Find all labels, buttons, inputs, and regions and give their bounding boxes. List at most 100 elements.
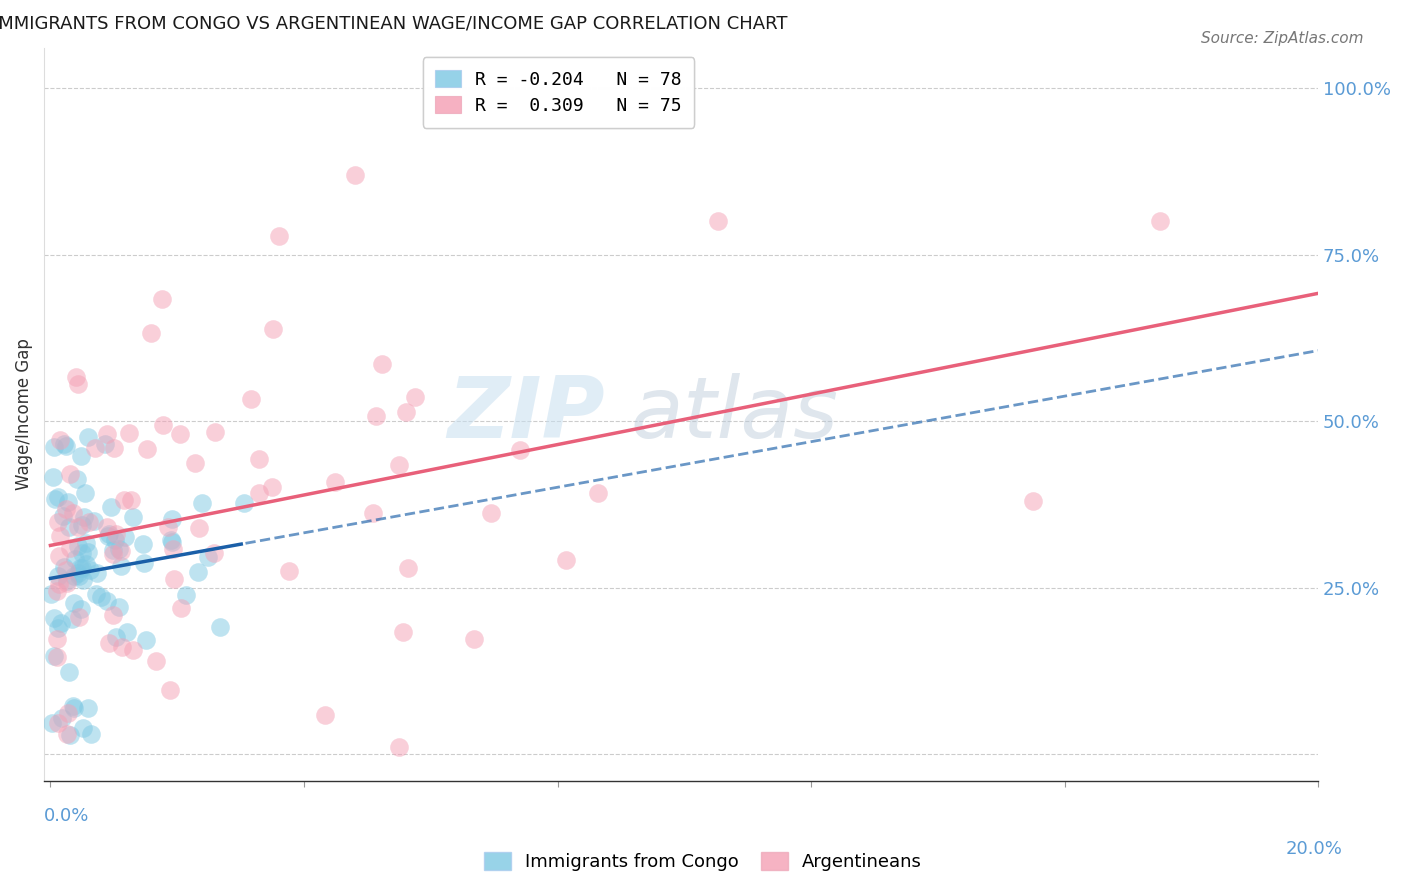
Point bbox=[98, 636, 121, 650]
Point bbox=[67, 376, 90, 391]
Point bbox=[72, 546, 94, 560]
Point bbox=[49, 529, 72, 543]
Point bbox=[77, 700, 100, 714]
Point bbox=[188, 521, 211, 535]
Point bbox=[48, 577, 70, 591]
Point bbox=[104, 630, 127, 644]
Point bbox=[396, 560, 419, 574]
Point bbox=[135, 632, 157, 647]
Point bbox=[555, 553, 578, 567]
Text: 20.0%: 20.0% bbox=[1286, 840, 1343, 858]
Point bbox=[156, 520, 179, 534]
Point bbox=[77, 516, 100, 530]
Point bbox=[174, 588, 197, 602]
Point bbox=[96, 593, 118, 607]
Point bbox=[86, 566, 108, 581]
Point bbox=[69, 561, 91, 575]
Point bbox=[46, 515, 69, 529]
Point bbox=[103, 607, 125, 622]
Point bbox=[509, 443, 531, 458]
Point bbox=[120, 492, 142, 507]
Point bbox=[52, 436, 75, 450]
Point bbox=[159, 533, 181, 548]
Point bbox=[62, 698, 84, 713]
Point bbox=[55, 439, 77, 453]
Point bbox=[160, 534, 183, 549]
Point bbox=[103, 441, 125, 455]
Point bbox=[96, 520, 118, 534]
Point bbox=[63, 701, 86, 715]
Point bbox=[75, 557, 97, 571]
Point bbox=[53, 560, 76, 574]
Point bbox=[55, 501, 77, 516]
Point bbox=[46, 649, 69, 664]
Point bbox=[58, 665, 80, 680]
Point bbox=[170, 601, 193, 615]
Point bbox=[70, 602, 93, 616]
Point bbox=[59, 541, 82, 555]
Point bbox=[247, 486, 270, 500]
Point bbox=[277, 564, 299, 578]
Point bbox=[233, 495, 256, 509]
Point bbox=[110, 544, 132, 558]
Point bbox=[249, 452, 271, 467]
Y-axis label: Wage/Income Gap: Wage/Income Gap bbox=[15, 339, 32, 491]
Point bbox=[66, 472, 89, 486]
Point bbox=[44, 611, 66, 625]
Point bbox=[55, 726, 77, 740]
Point bbox=[139, 326, 162, 340]
Point bbox=[63, 552, 86, 566]
Point bbox=[80, 727, 103, 741]
Point bbox=[72, 721, 94, 735]
Point bbox=[67, 540, 90, 554]
Text: atlas: atlas bbox=[630, 373, 838, 456]
Point bbox=[56, 495, 79, 509]
Point bbox=[197, 550, 219, 565]
Point bbox=[162, 541, 184, 556]
Point bbox=[1022, 494, 1045, 508]
Point bbox=[67, 520, 90, 534]
Point bbox=[51, 711, 73, 725]
Point bbox=[481, 506, 503, 520]
Text: Source: ZipAtlas.com: Source: ZipAtlas.com bbox=[1201, 31, 1364, 46]
Point bbox=[75, 536, 97, 550]
Point bbox=[44, 440, 66, 454]
Point bbox=[395, 405, 418, 419]
Point bbox=[110, 640, 132, 654]
Point bbox=[39, 587, 62, 601]
Point bbox=[73, 510, 96, 524]
Point bbox=[49, 615, 72, 630]
Point bbox=[262, 322, 284, 336]
Point bbox=[96, 427, 118, 442]
Point bbox=[62, 596, 84, 610]
Point bbox=[79, 563, 101, 577]
Point bbox=[66, 566, 89, 580]
Point bbox=[46, 569, 69, 583]
Point bbox=[122, 510, 145, 524]
Point bbox=[132, 537, 155, 551]
Point bbox=[121, 643, 143, 657]
Legend: R = -0.204   N = 78, R =  0.309   N = 75: R = -0.204 N = 78, R = 0.309 N = 75 bbox=[423, 57, 695, 128]
Point bbox=[388, 740, 411, 755]
Point bbox=[145, 655, 167, 669]
Point bbox=[388, 458, 411, 472]
Point bbox=[586, 486, 609, 500]
Point bbox=[67, 569, 90, 583]
Point bbox=[112, 493, 135, 508]
Point bbox=[150, 292, 173, 306]
Point bbox=[707, 214, 730, 228]
Text: ZIP: ZIP bbox=[447, 373, 605, 456]
Point bbox=[169, 426, 191, 441]
Point bbox=[70, 449, 93, 463]
Point bbox=[262, 480, 284, 494]
Point bbox=[1149, 214, 1171, 228]
Point bbox=[101, 543, 124, 558]
Point bbox=[104, 526, 127, 541]
Point bbox=[65, 370, 87, 384]
Point bbox=[45, 632, 67, 646]
Point bbox=[52, 508, 75, 523]
Point bbox=[56, 575, 79, 590]
Point bbox=[108, 600, 131, 615]
Point bbox=[55, 563, 77, 577]
Point bbox=[239, 392, 262, 407]
